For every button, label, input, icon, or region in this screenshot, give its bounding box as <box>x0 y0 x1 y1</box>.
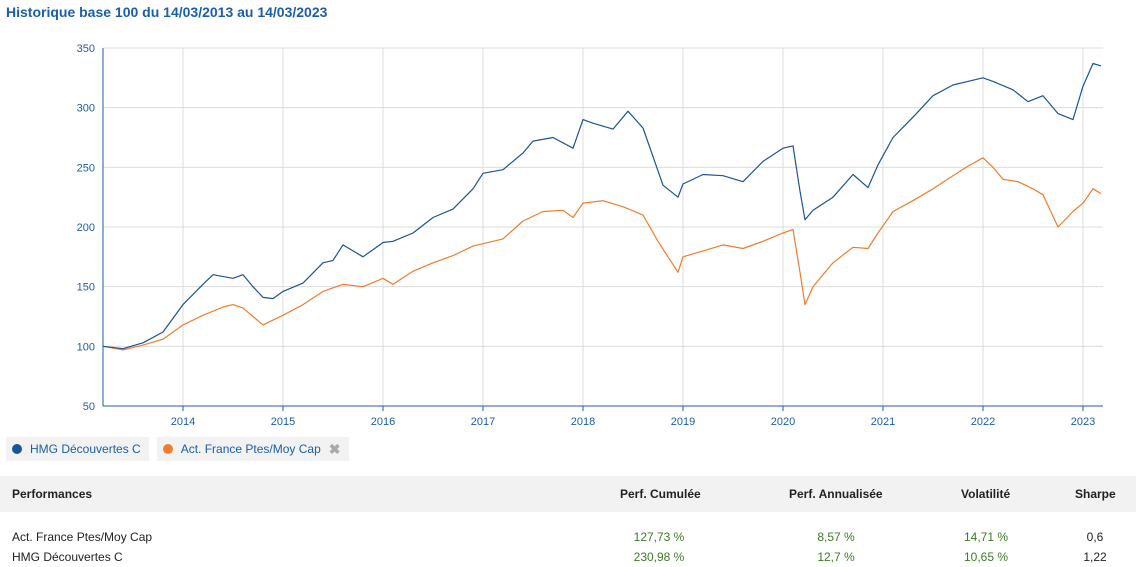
x-tick-label: 2015 <box>271 416 295 428</box>
legend-marker-hmg <box>12 444 22 454</box>
line-chart: 50 100 150 200 250 300 350 2014 2015 2016 2017 2018… <box>77 43 1103 428</box>
row-sharpe: 1,22 <box>1083 550 1107 564</box>
row-name: Act. France Ptes/Moy Cap <box>12 530 153 544</box>
row-volatilite: 10,65 % <box>963 550 1009 564</box>
series-line-benchmark <box>102 157 1102 351</box>
header-volatilite: Volatilité <box>961 487 1011 501</box>
row-perf-cumulee: 127,73 % <box>633 530 685 544</box>
row-perf-annualisee: 12,7 % <box>817 550 855 564</box>
y-tick-label: 350 <box>77 43 95 55</box>
header-performances: Performances <box>12 487 93 501</box>
table-row: Act. France Ptes/Moy Cap 127,73 % 8,57 %… <box>0 527 1136 547</box>
chart-title: Historique base 100 du 14/03/2013 au 14/… <box>6 4 328 20</box>
y-tick-label: 250 <box>77 162 95 174</box>
legend-label-benchmark: Act. France Ptes/Moy Cap <box>180 442 321 456</box>
y-tick-label: 300 <box>77 103 95 115</box>
legend-item-hmg[interactable]: HMG Découvertes C <box>6 437 149 461</box>
legend-label-hmg: HMG Découvertes C <box>30 442 141 456</box>
x-tick-label: 2023 <box>1071 416 1095 428</box>
row-volatilite: 14,71 % <box>963 530 1009 544</box>
x-tick-label: 2022 <box>971 416 995 428</box>
x-tick-label: 2014 <box>171 416 195 428</box>
performance-table-header: Performances Perf. Cumulée Perf. Annuali… <box>0 476 1136 512</box>
x-tick-label: 2020 <box>771 416 795 428</box>
legend: HMG Découvertes C Act. France Ptes/Moy C… <box>6 437 349 461</box>
row-perf-annualisee: 8,57 % <box>817 530 855 544</box>
x-tick-label: 2019 <box>671 416 695 428</box>
x-tick-label: 2017 <box>471 416 495 428</box>
row-perf-cumulee: 230,98 % <box>633 550 685 564</box>
close-icon[interactable]: ✖ <box>328 440 341 457</box>
x-tick-label: 2021 <box>871 416 895 428</box>
row-name: HMG Découvertes C <box>12 550 123 564</box>
header-perf-annualisee: Perf. Annualisée <box>789 487 883 501</box>
row-sharpe: 0,6 <box>1086 530 1104 544</box>
y-tick-label: 150 <box>77 282 95 294</box>
series-line-hmg <box>102 62 1102 350</box>
legend-item-benchmark[interactable]: Act. France Ptes/Moy Cap ✖ <box>156 437 349 461</box>
x-tick-label: 2016 <box>371 416 395 428</box>
y-tick-label: 200 <box>77 222 95 234</box>
header-perf-cumulee: Perf. Cumulée <box>620 487 701 501</box>
header-sharpe: Sharpe <box>1075 487 1116 501</box>
x-tick-label: 2018 <box>571 416 595 428</box>
y-tick-label: 50 <box>83 401 95 413</box>
y-tick-label: 100 <box>77 341 95 353</box>
legend-marker-benchmark <box>162 444 173 454</box>
table-row: HMG Découvertes C 230,98 % 12,7 % 10,65 … <box>0 547 1136 567</box>
